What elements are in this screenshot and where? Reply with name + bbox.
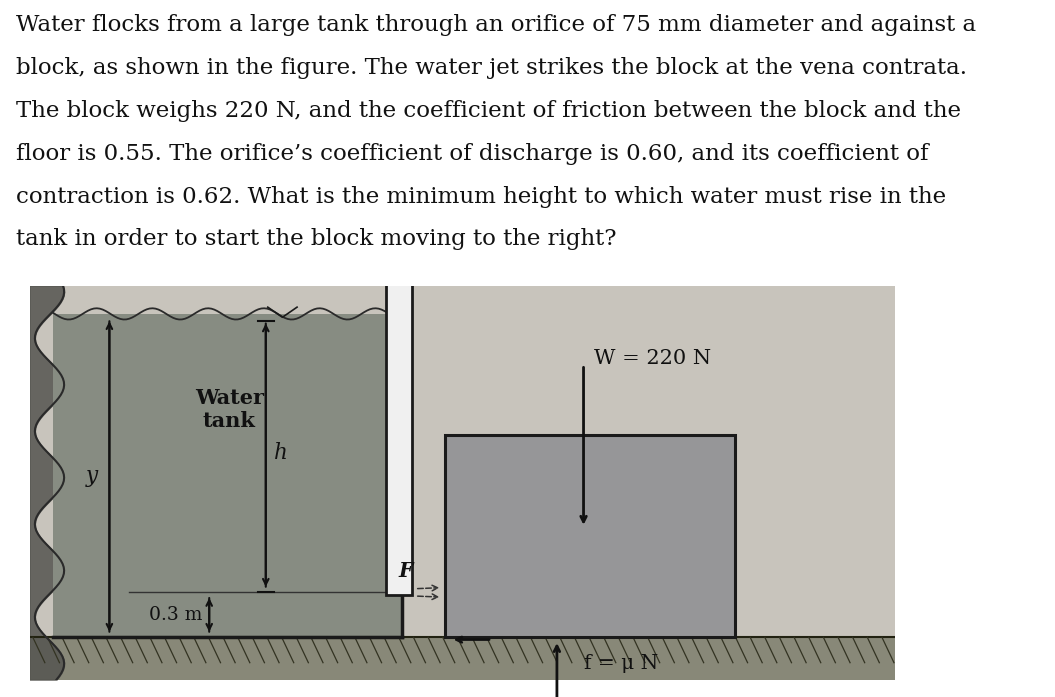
Bar bbox=[30, 637, 895, 680]
Text: W = 220 N: W = 220 N bbox=[594, 349, 711, 369]
Text: Water flocks from a large tank through an orifice of 75 mm diameter and against : Water flocks from a large tank through a… bbox=[16, 14, 976, 36]
Bar bbox=[445, 435, 735, 637]
Text: h: h bbox=[273, 442, 288, 464]
Text: floor is 0.55. The orifice’s coefficient of discharge is 0.60, and its coefficie: floor is 0.55. The orifice’s coefficient… bbox=[16, 143, 928, 164]
Text: F: F bbox=[399, 560, 414, 581]
Text: y: y bbox=[87, 465, 98, 487]
Text: tank in order to start the block moving to the right?: tank in order to start the block moving … bbox=[16, 229, 616, 250]
Text: Water
tank: Water tank bbox=[195, 388, 264, 431]
Text: 0.3 m: 0.3 m bbox=[150, 606, 203, 624]
Text: f = μ N: f = μ N bbox=[583, 654, 657, 673]
Text: The block weighs 220 N, and the coefficient of friction between the block and th: The block weighs 220 N, and the coeffici… bbox=[16, 100, 961, 122]
Text: contraction is 0.62. What is the minimum height to which water must rise in the: contraction is 0.62. What is the minimum… bbox=[16, 185, 945, 208]
Bar bbox=[386, 282, 411, 595]
Bar bbox=[53, 314, 402, 637]
Text: block, as shown in the figure. The water jet strikes the block at the vena contr: block, as shown in the figure. The water… bbox=[16, 57, 966, 79]
